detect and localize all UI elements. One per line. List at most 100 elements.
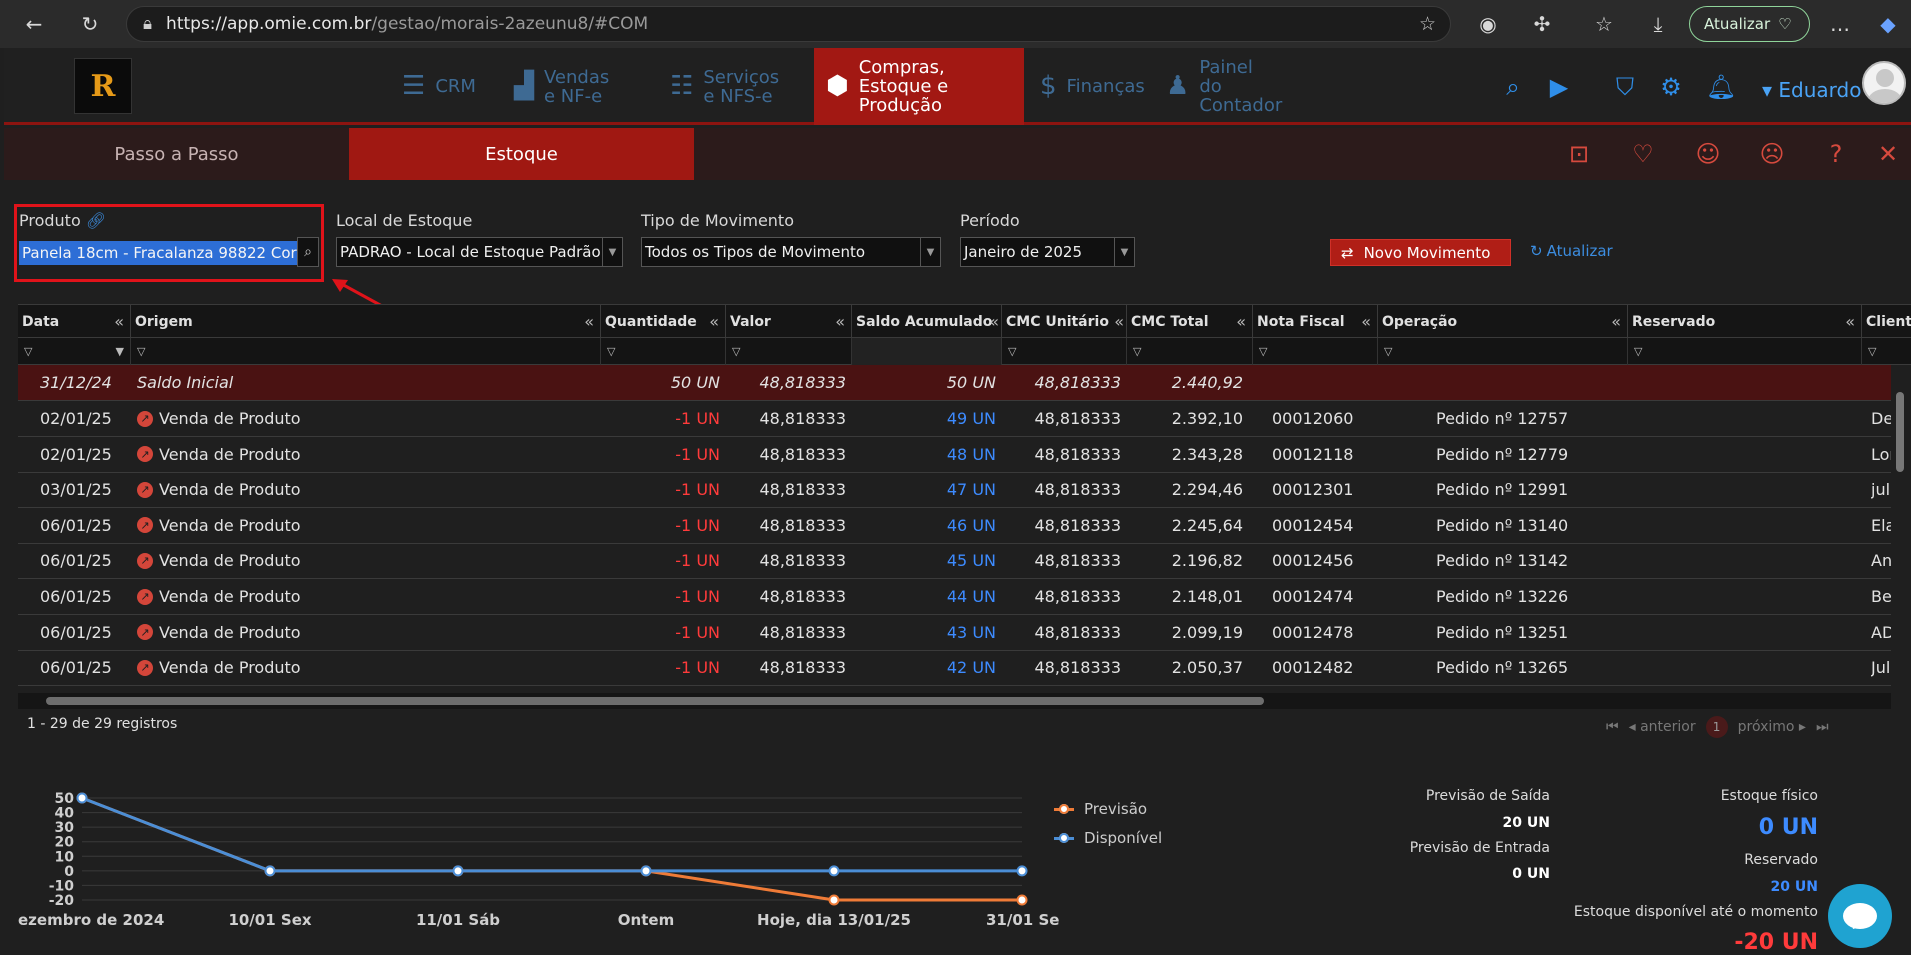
filter-cmc-unitario[interactable]: ▽	[1002, 338, 1127, 365]
collapse-icon[interactable]: «	[114, 312, 124, 331]
more-icon[interactable]: …	[1830, 12, 1850, 36]
data-point[interactable]	[640, 865, 652, 877]
collapse-icon[interactable]: «	[1845, 312, 1855, 331]
data-point[interactable]	[828, 865, 840, 877]
filter-quantidade[interactable]: ▽	[601, 338, 726, 365]
col-reservado[interactable]: Reservado «	[1628, 305, 1862, 338]
data-point[interactable]	[1016, 894, 1028, 906]
company-logo[interactable]: R	[74, 58, 132, 114]
avatar[interactable]	[1862, 61, 1906, 105]
table-row[interactable]: 02/01/25 ↗ Venda de Produto -1 UN 48,818333 4…	[18, 437, 1891, 473]
col-origem[interactable]: Origem «	[131, 305, 601, 338]
back-icon[interactable]: ←	[25, 12, 43, 36]
filter-cliente[interactable]: ▽	[1862, 338, 1911, 365]
filter-data[interactable]: ▽ ▼	[18, 338, 131, 365]
local-select[interactable]: PADRAO - Local de Estoque Padrão ▼	[336, 237, 623, 267]
table-row[interactable]: 06/01/25 ↗ Venda de Produto -1 UN 48,818333 4…	[18, 508, 1891, 544]
data-point[interactable]	[828, 894, 840, 906]
help-icon[interactable]: ?	[1829, 140, 1843, 168]
legend-previsao[interactable]: Previsão	[1054, 800, 1162, 818]
filter-valor[interactable]: ▽	[726, 338, 852, 365]
col-cmc-total[interactable]: CMC Total «	[1127, 305, 1253, 338]
play-icon[interactable]: ▶	[1549, 73, 1569, 101]
incognito-icon[interactable]: ◉	[1479, 12, 1497, 36]
favorites-icon[interactable]: ☆	[1595, 12, 1613, 36]
page-number[interactable]: 1	[1705, 716, 1728, 738]
data-point[interactable]	[1016, 865, 1028, 877]
col-quantidade[interactable]: Quantidade «	[601, 305, 726, 338]
menu-compras[interactable]: ⬢ Compras, Estoque e Produção	[814, 48, 1024, 125]
table-row[interactable]: 06/01/25 ↗ Venda de Produto -1 UN 48,818333 4…	[18, 579, 1891, 615]
prev-page-link[interactable]: ◂ anterior	[1628, 719, 1696, 735]
extensions-icon[interactable]: ✣	[1533, 12, 1551, 36]
table-row[interactable]: 06/01/25 ↗ Venda de Produto -1 UN 48,818333 4…	[18, 543, 1891, 580]
collapse-icon[interactable]: «	[584, 312, 594, 331]
data-point[interactable]	[452, 865, 464, 877]
chat-button[interactable]	[1828, 884, 1892, 948]
produto-input[interactable]: Panela 18cm - Fracalanza 98822 Cor: Ci	[19, 241, 297, 265]
menu-contador[interactable]: ♟ Painel do Contador	[1166, 48, 1296, 125]
first-page-icon[interactable]: ⏮	[1606, 719, 1619, 735]
user-menu[interactable]: ▾ Eduardo	[1762, 78, 1862, 102]
unlock-icon[interactable]: ⊡	[1568, 140, 1590, 168]
neutral-face-icon[interactable]: ☹	[1759, 140, 1785, 168]
last-page-icon[interactable]: ⏭	[1815, 719, 1829, 735]
address-bar[interactable]: 🔒︎ https://app.omie.com.br/gestao/morais…	[126, 6, 1451, 42]
collapse-icon[interactable]: «	[709, 312, 719, 331]
col-valor[interactable]: Valor «	[726, 305, 852, 338]
star-icon[interactable]: ☆	[1418, 13, 1436, 35]
data-point[interactable]	[76, 792, 88, 804]
legend-disponivel[interactable]: Disponível	[1054, 829, 1162, 847]
table-row[interactable]: 03/01/25 ↗ Venda de Produto -1 UN 48,818333 4…	[18, 472, 1891, 509]
collapse-icon[interactable]: «	[1236, 312, 1246, 331]
scroll-thumb[interactable]	[46, 697, 1264, 705]
collapse-icon[interactable]: «	[989, 312, 999, 331]
search-icon[interactable]: ⌕	[1506, 73, 1520, 101]
gear-icon[interactable]: ⚙	[1660, 73, 1682, 101]
novo-movimento-button[interactable]: ⇄ Novo Movimento	[1330, 239, 1511, 266]
filter-origem[interactable]: ▽	[131, 338, 601, 365]
filter-reservado[interactable]: ▽	[1628, 338, 1862, 365]
menu-financas[interactable]: $ Finanças	[1040, 48, 1145, 125]
col-saldo[interactable]: Saldo Acumulado «	[852, 305, 1002, 338]
collapse-icon[interactable]: «	[1361, 312, 1371, 331]
link-icon[interactable]: 🔗︎	[85, 211, 107, 230]
table-row[interactable]: 06/01/25 ↗ Venda de Produto -1 UN 48,818333 4…	[18, 615, 1891, 651]
close-icon[interactable]: ✕	[1877, 140, 1899, 168]
data-point[interactable]	[264, 865, 276, 877]
download-icon[interactable]: ⤓	[1653, 12, 1663, 36]
table-row-saldo-inicial[interactable]: 31/12/24 Saldo Inicial 50 UN 48,818333 5…	[18, 365, 1891, 401]
shield-icon[interactable]: ⛉	[1616, 73, 1634, 101]
tipo-select[interactable]: Todos os Tipos de Movimento ▼	[641, 237, 941, 267]
filter-cmc-total[interactable]: ▽	[1127, 338, 1253, 365]
collapse-icon[interactable]: «	[1611, 312, 1621, 331]
col-operacao[interactable]: Operação «	[1378, 305, 1628, 338]
menu-vendas[interactable]: ▟ Vendas e NF-e	[514, 48, 634, 125]
collapse-icon[interactable]: «	[835, 312, 845, 331]
menu-crm[interactable]: ☰ CRM	[402, 48, 476, 125]
horizontal-scrollbar[interactable]	[18, 693, 1891, 709]
table-row[interactable]: 02/01/25 ↗ Venda de Produto -1 UN 48,818333 4…	[18, 401, 1891, 437]
smile-icon[interactable]: ☺	[1695, 140, 1721, 168]
copilot-icon[interactable]: ◆	[1880, 12, 1896, 36]
tab-estoque[interactable]: Estoque	[349, 128, 694, 180]
produto-search-button[interactable]: ⌕	[297, 237, 319, 267]
vertical-scrollbar[interactable]	[1893, 372, 1907, 682]
filter-operacao[interactable]: ▽	[1378, 338, 1628, 365]
collapse-icon[interactable]: «	[1114, 312, 1124, 331]
periodo-select[interactable]: Janeiro de 2025 ▼	[960, 237, 1135, 267]
atualizar-link[interactable]: ↻ Atualizar	[1530, 242, 1613, 260]
next-page-link[interactable]: próximo ▸	[1737, 719, 1806, 735]
reload-icon[interactable]: ↻	[81, 12, 99, 36]
col-nota-fiscal[interactable]: Nota Fiscal «	[1253, 305, 1378, 338]
menu-servicos[interactable]: ☷ Serviços e NFS-e	[670, 48, 800, 125]
heart-icon[interactable]: ♡	[1632, 140, 1654, 168]
scroll-thumb[interactable]	[1896, 392, 1904, 472]
bell-icon[interactable]: 🔔︎	[1705, 73, 1737, 101]
col-cmc-unitario[interactable]: CMC Unitário «	[1002, 305, 1127, 338]
tab-passo-a-passo[interactable]: Passo a Passo	[4, 128, 349, 180]
col-cliente[interactable]: Cliente	[1862, 305, 1911, 338]
browser-update-button[interactable]: Atualizar ♡	[1689, 6, 1810, 42]
table-row[interactable]: 06/01/25 ↗ Venda de Produto -1 UN 48,818333 4…	[18, 650, 1891, 687]
col-data[interactable]: Data «	[18, 305, 131, 338]
